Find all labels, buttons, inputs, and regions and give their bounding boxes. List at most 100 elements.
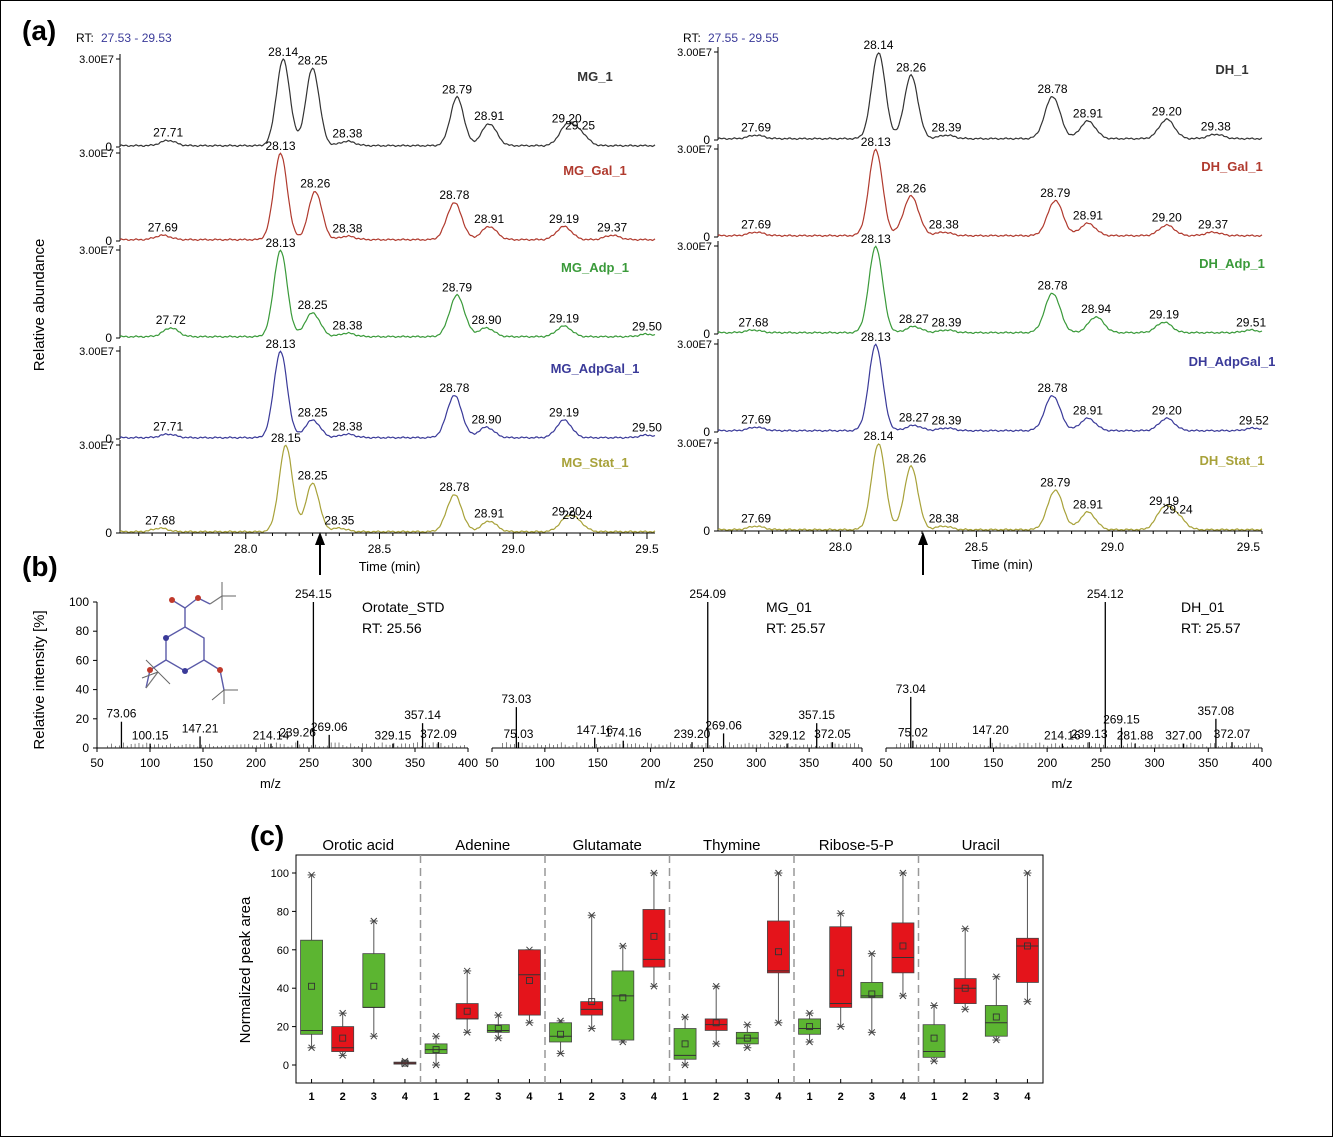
- box-3: 3: [735, 1021, 759, 1103]
- box-body: [642, 909, 666, 968]
- box-body: [549, 1022, 572, 1043]
- box-body: [580, 1001, 604, 1016]
- x-tick-label: 2: [589, 1091, 595, 1103]
- peak-label: 281.88: [1117, 729, 1154, 743]
- peak-label: 29.37: [597, 221, 627, 235]
- whisker-max-marker: [743, 1021, 751, 1029]
- whisker-min-marker: [899, 992, 907, 1000]
- peak-label: 75.02: [898, 726, 928, 740]
- mean-marker: [463, 1007, 471, 1015]
- mean-marker: [743, 1034, 751, 1042]
- peak-label: 29.20: [1152, 105, 1182, 119]
- y-top-label: 3.00E7: [79, 54, 114, 66]
- peak-label: 100.15: [132, 729, 169, 743]
- x-tick-label: 1: [433, 1091, 439, 1103]
- peak-label: 29.51: [1236, 315, 1266, 329]
- x-tick-label: 4: [526, 1091, 533, 1103]
- peak-label: 28.14: [268, 45, 298, 59]
- peak-label: 27.69: [148, 221, 178, 235]
- mean-marker: [1023, 942, 1031, 950]
- whisker-min-marker: [961, 1005, 969, 1013]
- group-label-bg: [930, 836, 1031, 853]
- peak-label: 28.38: [332, 221, 362, 235]
- peak-label: 28.79: [1040, 186, 1070, 200]
- peak-label: 28.27: [899, 411, 929, 425]
- methyl-bond: [157, 671, 171, 685]
- whisker-max-marker: [650, 869, 658, 877]
- peak-label: 29.20: [552, 505, 582, 519]
- spectrum-name: Orotate_STD: [362, 599, 444, 615]
- whisker-max-marker: [619, 942, 627, 950]
- orotate-structure: [141, 582, 238, 704]
- spectrum-rt: RT: 25.56: [362, 620, 422, 636]
- trace-name: DH_Gal_1: [1201, 159, 1262, 174]
- x-tick-label: 400: [852, 756, 872, 770]
- methyl-bond: [141, 671, 159, 679]
- y-top-label: 3.00E7: [677, 241, 712, 253]
- peak-label: 28.25: [298, 405, 328, 419]
- y-axis-title: Normalized peak area: [237, 896, 254, 1043]
- oxygen-atom: [147, 667, 153, 673]
- trace-line: [717, 443, 1263, 532]
- bond: [149, 659, 167, 671]
- x-tick-label: 4: [900, 1091, 907, 1103]
- peak-label: 254.15: [295, 587, 332, 601]
- bond: [219, 669, 225, 691]
- peak-label: 28.15: [271, 431, 301, 445]
- peak-label: 29.20: [1152, 210, 1182, 224]
- peak-label: 29.24: [562, 508, 592, 522]
- box-body: [829, 926, 853, 1008]
- x-tick-label: 100: [930, 756, 950, 770]
- x-tick-label: 28.5: [965, 540, 989, 554]
- mean-marker: [432, 1046, 440, 1054]
- peak-label: 28.79: [442, 281, 472, 295]
- box-3: 3: [984, 973, 1008, 1103]
- x-axis-title: m/z: [260, 776, 281, 791]
- oxygen-atom: [169, 597, 175, 603]
- x-tick-label: 29.5: [1237, 540, 1261, 554]
- peak-label: 28.91: [474, 212, 504, 226]
- trace-line: [119, 58, 656, 148]
- whisker-max-marker: [930, 1002, 938, 1009]
- x-tick-label: 28.0: [829, 540, 853, 554]
- oxygen-atom: [195, 595, 201, 601]
- peak-label: 28.38: [929, 217, 959, 231]
- whisker-max-marker: [961, 925, 969, 933]
- whisker-max-marker: [494, 1011, 502, 1019]
- box-body: [798, 1018, 821, 1035]
- panel-label-a: (a): [22, 15, 56, 46]
- rt-range: 27.53 - 29.53: [101, 31, 172, 45]
- spectrum-rt: RT: 25.57: [1181, 620, 1241, 636]
- peak-label: 28.25: [298, 469, 328, 483]
- peak-label: 357.08: [1198, 704, 1235, 718]
- whisker-max-marker: [837, 909, 845, 917]
- nitrogen-atom: [163, 635, 169, 641]
- whisker-min-marker: [494, 1034, 502, 1042]
- whisker-min-marker: [557, 1050, 564, 1057]
- peak-label: 174.16: [605, 726, 642, 740]
- peak-label: 28.39: [931, 315, 961, 329]
- box-1: 1: [424, 1032, 448, 1103]
- peak-label: 29.25: [565, 119, 595, 133]
- peak-label: 28.78: [1038, 381, 1068, 395]
- x-tick-label: 200: [1037, 756, 1057, 770]
- y-top-label: 3.00E7: [79, 148, 114, 160]
- group-label-bg: [806, 836, 907, 853]
- peak-label: 254.09: [689, 587, 726, 601]
- x-tick-label: 2: [962, 1091, 968, 1103]
- box-body: [362, 953, 386, 1008]
- peak-label: 239.20: [674, 727, 711, 741]
- peak-label: 239.13: [1071, 727, 1108, 741]
- x-tick-label: 200: [641, 756, 661, 770]
- trace-name: DH_Adp_1: [1199, 256, 1265, 271]
- mean-marker: [837, 969, 845, 977]
- mean-marker: [308, 982, 316, 990]
- x-tick-label: 50: [90, 756, 104, 770]
- methyl-bond: [211, 689, 225, 701]
- y-tick-label: 60: [76, 653, 90, 667]
- y-zero-label: 0: [105, 140, 112, 154]
- peak-label: 28.90: [471, 412, 501, 426]
